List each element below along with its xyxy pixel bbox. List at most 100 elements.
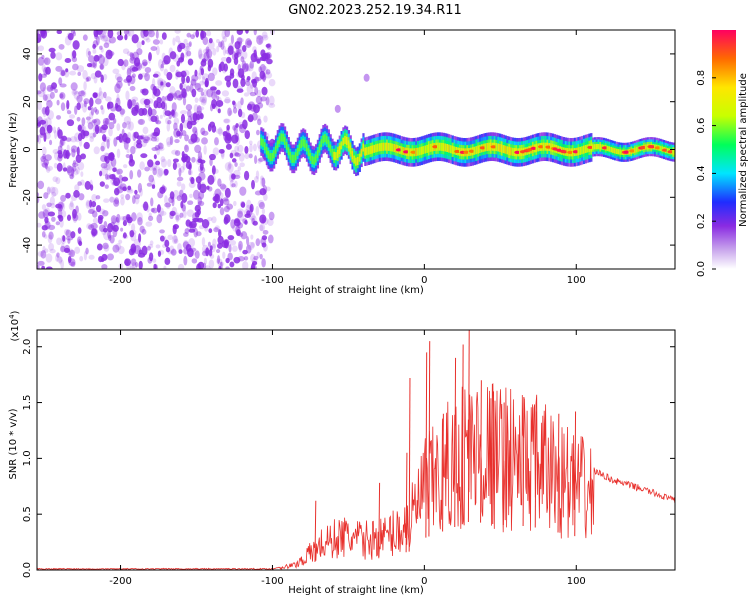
noise-point bbox=[75, 154, 82, 163]
spectrogram-x-tick-label: 0 bbox=[421, 275, 427, 286]
noise-point bbox=[152, 39, 160, 45]
noise-point bbox=[114, 83, 121, 94]
noise-point bbox=[226, 124, 230, 131]
band-cell bbox=[313, 156, 316, 165]
noise-point bbox=[37, 30, 40, 35]
noise-point bbox=[226, 56, 232, 64]
noise-point bbox=[80, 89, 87, 98]
noise-point bbox=[51, 216, 56, 222]
noise-point bbox=[219, 261, 225, 266]
band-cell bbox=[345, 136, 349, 145]
noise-point bbox=[118, 174, 124, 184]
noise-point bbox=[66, 144, 70, 152]
noise-point bbox=[231, 173, 236, 180]
noise-point bbox=[268, 102, 276, 108]
noise-point bbox=[165, 82, 171, 88]
noise-point bbox=[175, 214, 180, 223]
noise-point bbox=[266, 58, 273, 65]
noise-point bbox=[260, 96, 267, 102]
noise-point bbox=[110, 176, 118, 186]
noise-point bbox=[127, 99, 133, 110]
noise-point bbox=[218, 126, 223, 136]
noise-point bbox=[255, 35, 263, 40]
noise-point bbox=[221, 30, 227, 40]
colorbar-tick-label: 0.2 bbox=[696, 213, 707, 229]
noise-point bbox=[150, 137, 158, 142]
noise-point bbox=[256, 251, 261, 258]
noise-point bbox=[236, 229, 241, 237]
noise-point bbox=[261, 177, 266, 187]
noise-point bbox=[187, 58, 194, 66]
noise-point bbox=[62, 235, 66, 242]
noise-point bbox=[250, 254, 256, 263]
spectrogram-x-ticks: -200 -100 0 100 bbox=[109, 30, 586, 286]
snr-x-label: Height of straight line (km) bbox=[288, 585, 424, 596]
noise-point bbox=[201, 96, 207, 104]
band-peak bbox=[545, 145, 552, 149]
noise-point bbox=[158, 142, 162, 149]
snr-y-ticks: 0.0 0.5 1.0 1.5 2.0 bbox=[22, 339, 675, 578]
noise-point bbox=[171, 235, 178, 245]
noise-point bbox=[142, 136, 151, 141]
band-cell bbox=[307, 148, 310, 157]
noise-point bbox=[89, 184, 94, 191]
noise-point bbox=[224, 49, 229, 54]
noise-point bbox=[257, 158, 262, 164]
noise-point bbox=[255, 76, 262, 82]
noise-point bbox=[129, 85, 136, 92]
noise-point bbox=[78, 240, 83, 246]
noise-point bbox=[89, 111, 94, 120]
noise-point bbox=[82, 34, 88, 41]
band-cell bbox=[418, 147, 422, 156]
noise-point bbox=[224, 187, 231, 198]
noise-point bbox=[228, 110, 233, 116]
band-cell bbox=[287, 147, 290, 156]
noise-point bbox=[206, 88, 214, 98]
band-peak bbox=[395, 148, 402, 152]
noise-point bbox=[73, 168, 79, 176]
noise-point bbox=[245, 62, 249, 72]
noise-point bbox=[87, 50, 92, 56]
noise-point bbox=[171, 110, 176, 118]
noise-point bbox=[152, 131, 160, 137]
band-cell bbox=[535, 143, 538, 152]
noise-point bbox=[92, 43, 97, 49]
noise-point bbox=[241, 60, 247, 71]
noise-point bbox=[166, 71, 173, 81]
noise-point bbox=[156, 148, 160, 156]
noise-point bbox=[250, 241, 255, 248]
noise-point bbox=[223, 239, 230, 249]
noise-point bbox=[141, 40, 145, 46]
noise-point bbox=[130, 258, 137, 266]
noise-point bbox=[237, 208, 244, 214]
noise-point bbox=[249, 143, 253, 153]
noise-point bbox=[255, 129, 260, 136]
noise-point bbox=[186, 32, 192, 38]
noise-point bbox=[38, 211, 46, 219]
noise-point bbox=[163, 102, 168, 112]
noise-point bbox=[173, 235, 178, 243]
band-cell bbox=[422, 146, 425, 155]
noise-point bbox=[187, 109, 192, 118]
noise-point bbox=[89, 199, 93, 208]
noise-point bbox=[243, 170, 250, 181]
noise-point bbox=[230, 34, 235, 44]
noise-point bbox=[181, 156, 188, 162]
snr-y-tick-label: 1.0 bbox=[22, 450, 33, 466]
noise-point bbox=[85, 247, 89, 255]
noise-point bbox=[224, 30, 231, 38]
noise-point bbox=[175, 212, 180, 221]
snr-spike bbox=[461, 344, 464, 525]
noise-point bbox=[244, 130, 250, 140]
snr-spike bbox=[534, 411, 537, 528]
noise-point bbox=[224, 214, 231, 224]
noise-point bbox=[50, 51, 56, 59]
noise-point bbox=[101, 124, 108, 131]
noise-point bbox=[110, 157, 117, 168]
noise-point bbox=[216, 38, 220, 44]
noise-point bbox=[212, 238, 217, 249]
noise-point bbox=[237, 166, 242, 172]
noise-point bbox=[127, 185, 132, 191]
noise-point bbox=[71, 148, 76, 158]
noise-point bbox=[250, 264, 257, 269]
